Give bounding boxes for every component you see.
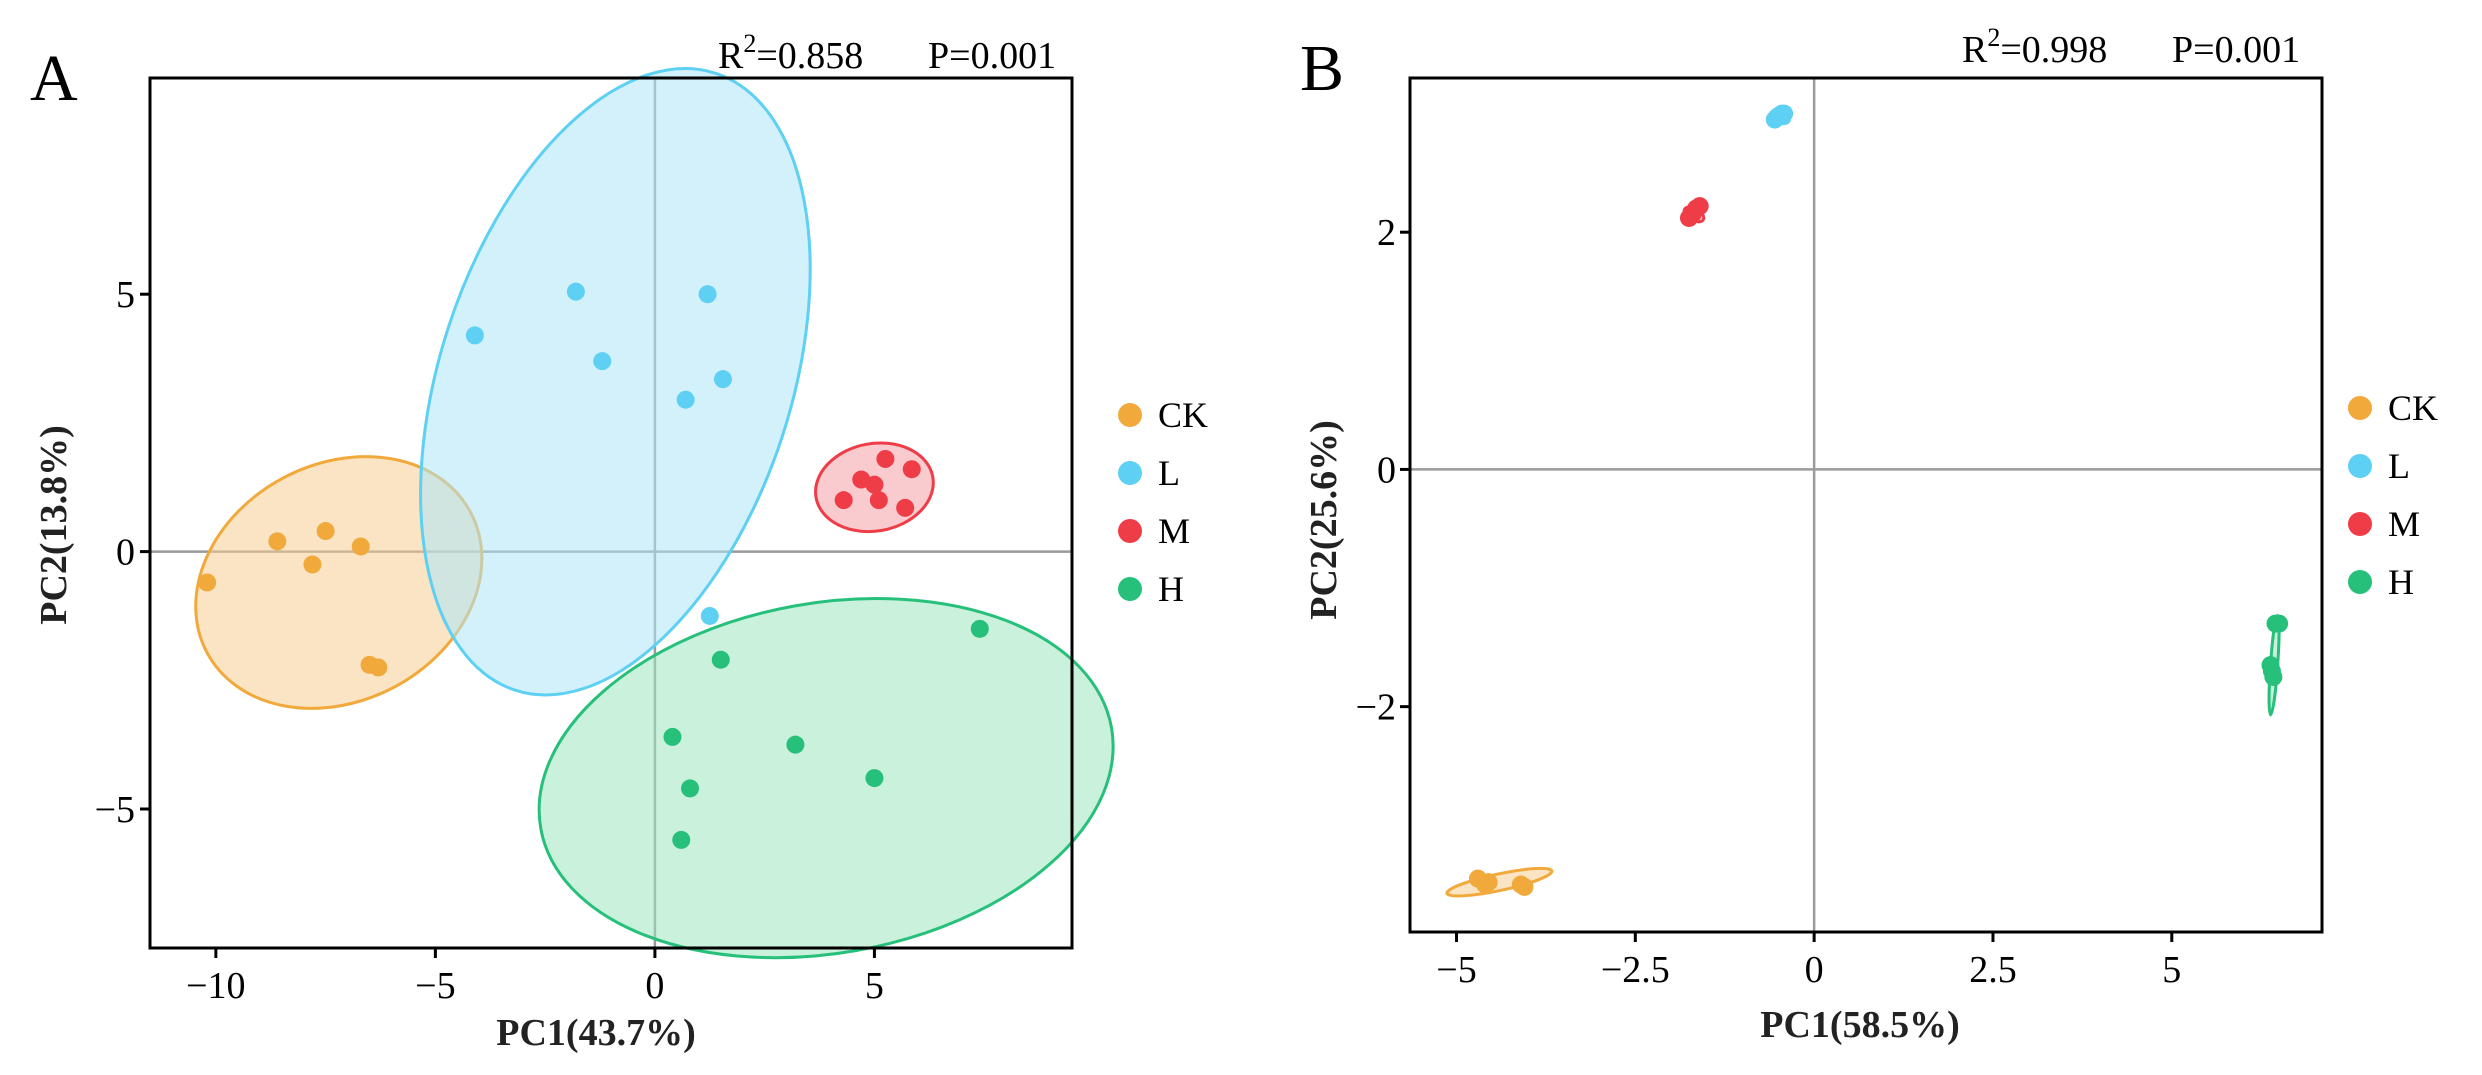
x-tick-label: 0 [1805,949,1824,991]
legend-marker-m [2348,512,2372,536]
x-tick-label: −5 [1436,949,1476,991]
y-tick-label: 0 [1377,449,1396,491]
r2-superscript-a: 2 [743,29,756,58]
point-ck [1479,873,1498,892]
point-l [698,285,717,304]
plot-frame-b [1408,76,2324,934]
legend-marker-l [1118,461,1142,485]
point-ck [1511,875,1530,894]
p-value-b: P=0.001 [2172,29,2300,71]
legend-marker-ck [1118,403,1142,427]
x-tick-label: 2.5 [1969,949,2017,991]
point-l [676,390,695,409]
point-l [1775,104,1794,123]
legend-label-l: L [1158,453,1180,493]
panel-a: A R2=0.858 P=0.001 −10 −5 0 5 −5 0 5 PC1(43.7%… [30,29,1208,1054]
point-ck [369,658,388,677]
r2-annotation-b: R2=0.998 [1962,23,2107,71]
point-ck [198,573,217,592]
x-axis-title-b: PC1(58.5%) [1760,1004,1959,1046]
x-tick-label: −2.5 [1601,949,1670,991]
r2-letter-b: R [1962,29,1988,71]
plot-frame-a [148,76,1074,950]
point-ck [303,555,322,574]
confidence-ellipse-h [537,597,1115,960]
point-ck [268,532,287,551]
x-tick-label: −10 [186,965,245,1007]
point-ck [316,522,335,541]
panel-letter-b: B [1300,32,1344,105]
x-tick-label: 5 [865,965,884,1007]
x-axis-title-a: PC1(43.7%) [496,1012,695,1054]
point-h [672,830,691,849]
point-h [970,619,989,638]
point-l [700,606,719,625]
x-tick-label: −5 [415,965,455,1007]
point-m [1683,205,1702,224]
panel-letter-a: A [30,42,78,115]
legend-label-ck: CK [2388,388,2438,428]
point-m [876,449,895,468]
point-h [663,727,682,746]
y-tick-label: −2 [1356,687,1396,729]
plot-area-b: −5 −2.5 0 2.5 5 −2 0 2 [1356,76,2324,991]
legend-marker-h [1118,577,1142,601]
legend-label-m: M [2388,504,2420,544]
r2-annotation-a: R2=0.858 [718,29,863,77]
point-l [713,370,732,389]
point-h [681,779,700,798]
legend-b: CK LMH [2348,388,2438,602]
legend-marker-m [1118,519,1142,543]
y-tick-label: 5 [116,274,135,316]
plot-area-a: −10 −5 0 5 −5 0 5 [95,67,1115,1007]
point-h [2264,667,2283,686]
r2-superscript-b: 2 [1987,23,2000,52]
panel-b: B R2=0.998 P=0.001 −5 −2.5 0 2.5 5−202 PC1(5… [1300,23,2438,1046]
legend-label-h: H [2388,562,2414,602]
legend-marker-ck [2348,396,2372,420]
point-m [896,498,915,517]
point-h [786,735,805,754]
legend-label-ck: CK [1158,395,1208,435]
point-m [902,460,921,479]
r2-value-a: =0.858 [756,35,863,77]
point-h [711,650,730,669]
point-h [865,769,884,788]
r2-value-b: =0.998 [2000,29,2107,71]
point-m [865,475,884,494]
r2-letter-a: R [718,35,744,77]
point-ck [351,537,370,556]
point-m [869,491,888,510]
legend-marker-h [2348,570,2372,594]
point-m [834,491,853,510]
x-tick-label: 0 [645,965,664,1007]
legend-a: CK LMH [1118,395,1208,609]
confidence-ellipse-ck [1445,866,1554,898]
x-tick-label: 5 [2162,949,2181,991]
y-axis-title-b: PC2(25.6%) [1303,420,1345,619]
y-tick-label: 0 [116,532,135,574]
point-l [465,326,484,345]
confidence-ellipse-l [419,67,812,697]
legend-label-m: M [1158,511,1190,551]
y-axis-title-a: PC2(13.8%) [33,425,75,624]
legend-marker-l [2348,454,2372,478]
point-h [2266,614,2285,633]
y-tick-label: −5 [95,789,135,831]
legend-label-l: L [2388,446,2410,486]
y-tick-label: 2 [1377,212,1396,254]
p-value-a: P=0.001 [928,35,1056,77]
point-l [593,352,612,371]
legend-label-h: H [1158,569,1184,609]
point-l [566,282,585,301]
